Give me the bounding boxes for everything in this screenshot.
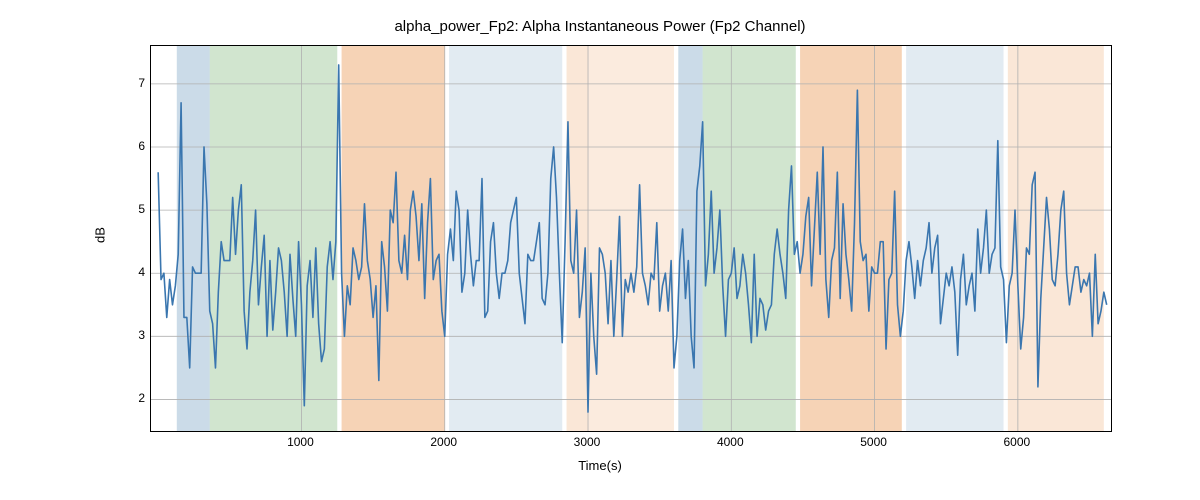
- x-tick-label: 4000: [717, 435, 744, 449]
- x-tick-label: 3000: [574, 435, 601, 449]
- plot-area: [150, 45, 1112, 432]
- x-tick-label: 6000: [1004, 435, 1031, 449]
- y-tick-label: 5: [105, 202, 145, 216]
- y-tick-label: 3: [105, 328, 145, 342]
- background-band: [588, 46, 674, 431]
- x-axis-label: Time(s): [0, 458, 1200, 473]
- y-tick-label: 6: [105, 139, 145, 153]
- chart-svg: [151, 46, 1111, 431]
- x-tick-label: 2000: [430, 435, 457, 449]
- y-axis-label: dB: [93, 227, 108, 243]
- background-band: [800, 46, 902, 431]
- background-band: [342, 46, 445, 431]
- x-tick-label: 5000: [860, 435, 887, 449]
- y-tick-label: 4: [105, 265, 145, 279]
- figure: alpha_power_Fp2: Alpha Instantaneous Pow…: [0, 0, 1200, 500]
- y-tick-label: 7: [105, 76, 145, 90]
- x-tick-label: 1000: [287, 435, 314, 449]
- background-band: [703, 46, 796, 431]
- background-band: [1008, 46, 1104, 431]
- background-band: [906, 46, 1003, 431]
- background-band: [210, 46, 338, 431]
- chart-title: alpha_power_Fp2: Alpha Instantaneous Pow…: [0, 18, 1200, 35]
- y-tick-label: 2: [105, 391, 145, 405]
